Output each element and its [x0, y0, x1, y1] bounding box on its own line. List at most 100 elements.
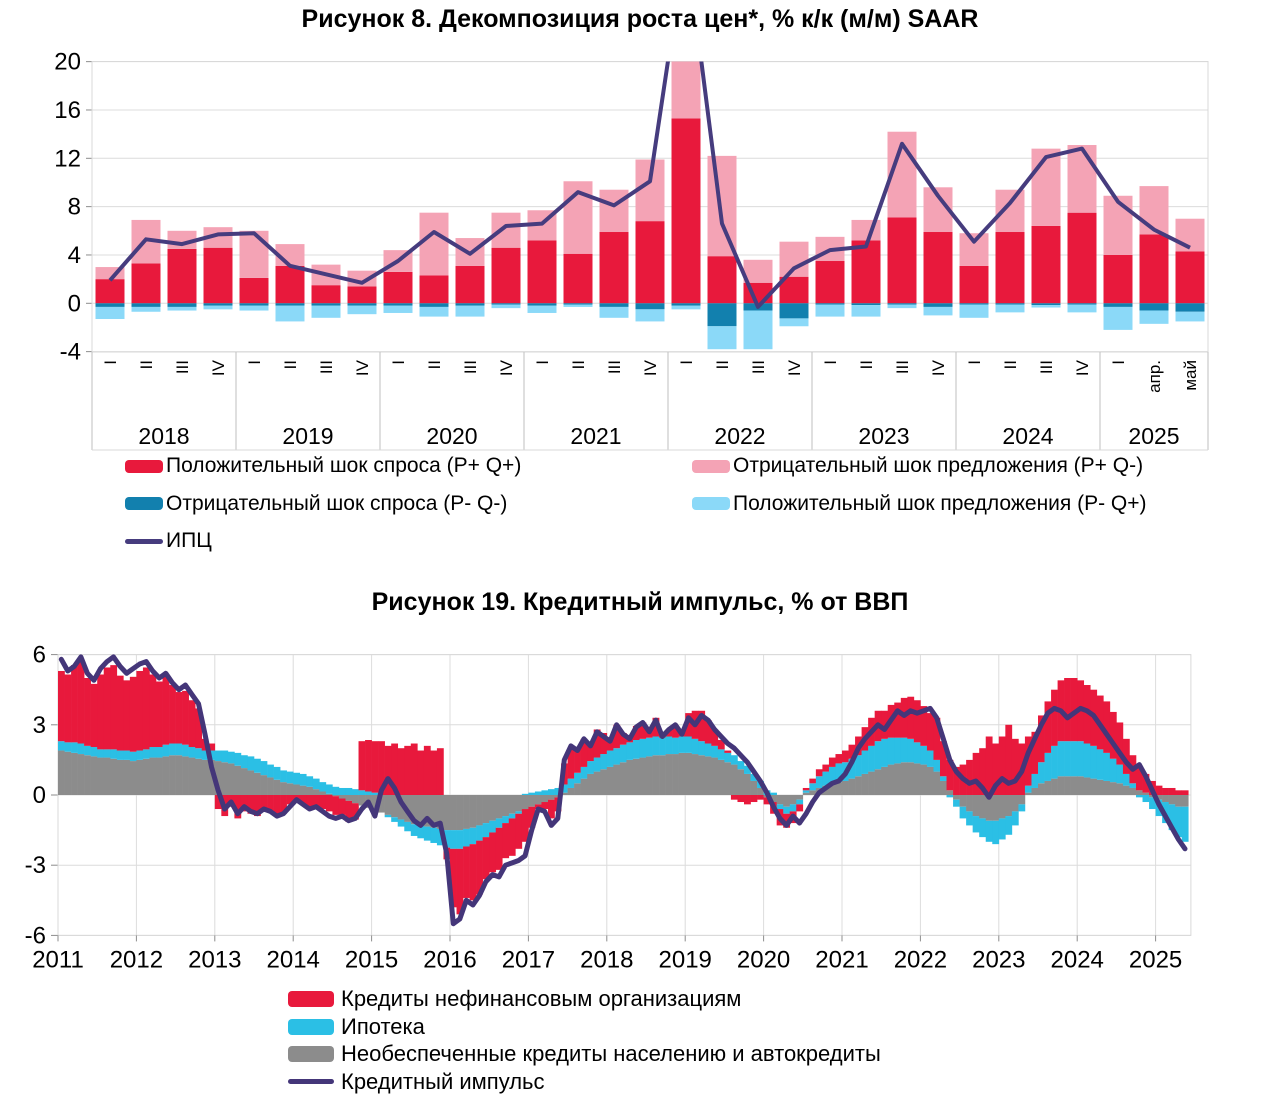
- svg-text:III: III: [173, 360, 192, 374]
- svg-text:2022: 2022: [894, 946, 947, 973]
- svg-text:6: 6: [33, 642, 46, 669]
- svg-text:II: II: [1001, 360, 1020, 369]
- svg-text:2011: 2011: [32, 946, 84, 973]
- svg-text:I: I: [965, 360, 984, 365]
- svg-text:II: II: [425, 360, 444, 369]
- svg-text:II: II: [137, 360, 156, 369]
- svg-text:2022: 2022: [714, 423, 765, 449]
- svg-text:2024: 2024: [1051, 946, 1104, 973]
- svg-text:II: II: [569, 360, 588, 369]
- legend-label: Положительный шок предложения (P- Q+): [733, 491, 1147, 515]
- svg-text:16: 16: [54, 97, 81, 124]
- figure19-title: Рисунок 19. Кредитный импульс, % от ВВП: [371, 588, 909, 616]
- svg-text:2023: 2023: [972, 946, 1025, 973]
- svg-text:2025: 2025: [1129, 946, 1182, 973]
- legend-label: Ипотека: [341, 1013, 425, 1039]
- svg-text:0: 0: [68, 290, 81, 317]
- legend-item: Положительный шок спроса (P+ Q+): [125, 452, 521, 480]
- svg-text:IV: IV: [353, 359, 372, 376]
- svg-text:III: III: [1037, 360, 1056, 374]
- svg-text:2023: 2023: [858, 423, 909, 449]
- legend-item: Отрицательный шок спроса (P- Q-): [125, 490, 507, 518]
- svg-text:8: 8: [68, 194, 81, 221]
- legend-label: Кредиты нефинансовым организациям: [341, 986, 742, 1011]
- svg-text:2021: 2021: [570, 423, 621, 449]
- svg-text:2024: 2024: [1002, 423, 1053, 449]
- svg-text:I: I: [389, 360, 408, 365]
- svg-text:-6: -6: [25, 922, 46, 949]
- svg-text:20: 20: [54, 49, 81, 76]
- svg-text:III: III: [749, 360, 768, 374]
- svg-text:I: I: [821, 360, 840, 365]
- svg-text:III: III: [461, 360, 480, 374]
- svg-text:IV: IV: [209, 359, 228, 376]
- legend-item: ИПЦ: [125, 527, 212, 555]
- svg-text:0: 0: [33, 782, 46, 809]
- svg-text:2020: 2020: [737, 946, 790, 973]
- svg-text:I: I: [533, 360, 552, 365]
- svg-text:IV: IV: [929, 359, 948, 376]
- legend-line-swatch: [125, 538, 163, 544]
- svg-text:2014: 2014: [267, 946, 320, 973]
- legend-label: Положительный шок спроса (P+ Q+): [166, 454, 522, 477]
- svg-text:-4: -4: [60, 339, 81, 366]
- legend-color-swatch: [692, 497, 730, 510]
- legend-label: Необеспеченные кредиты населению и авток…: [341, 1041, 881, 1066]
- legend-item: Кредитный импульс: [288, 1068, 545, 1096]
- svg-text:2012: 2012: [110, 946, 163, 973]
- svg-text:2025: 2025: [1128, 423, 1179, 449]
- legend-item: Положительный шок предложения (P- Q+): [692, 490, 1147, 518]
- svg-text:III: III: [317, 360, 336, 374]
- svg-text:I: I: [677, 360, 696, 365]
- cpi-line: [108, 61, 1191, 309]
- figure19-bars-layer: [58, 661, 1189, 915]
- svg-text:3: 3: [33, 712, 46, 739]
- legend-color-swatch: [125, 497, 163, 510]
- svg-text:IV: IV: [785, 359, 804, 376]
- svg-text:IV: IV: [1073, 359, 1092, 376]
- svg-text:2015: 2015: [345, 946, 398, 973]
- svg-text:апр.: апр.: [1145, 360, 1164, 393]
- svg-text:2021: 2021: [815, 946, 868, 973]
- svg-text:II: II: [713, 360, 732, 369]
- figure8-bars-layer: [95, 61, 1205, 350]
- svg-text:I: I: [245, 360, 264, 365]
- svg-text:I: I: [1109, 360, 1128, 365]
- svg-text:IV: IV: [641, 359, 660, 376]
- legend-item: Ипотека: [288, 1013, 425, 1041]
- legend-color-swatch: [692, 459, 730, 473]
- svg-text:2017: 2017: [502, 946, 555, 973]
- svg-text:III: III: [605, 360, 624, 374]
- svg-text:2019: 2019: [659, 946, 712, 973]
- svg-text:III: III: [893, 360, 912, 374]
- legend-label: Кредитный импульс: [341, 1068, 545, 1094]
- legend-color-swatch: [288, 991, 334, 1007]
- svg-text:II: II: [857, 360, 876, 369]
- credit-impulse-line: [58, 654, 1188, 927]
- legend-label: ИПЦ: [166, 529, 212, 552]
- legend-label: Отрицательный шок спроса (P- Q-): [166, 491, 508, 515]
- svg-text:2016: 2016: [423, 946, 476, 973]
- svg-text:май: май: [1181, 360, 1200, 391]
- svg-text:12: 12: [54, 145, 81, 172]
- legend-color-swatch: [288, 1046, 334, 1062]
- svg-text:2013: 2013: [188, 946, 241, 973]
- svg-text:-3: -3: [25, 852, 46, 879]
- svg-text:2019: 2019: [282, 423, 333, 449]
- svg-text:I: I: [101, 360, 120, 365]
- legend-color-swatch: [125, 459, 163, 473]
- legend-item: Необеспеченные кредиты населению и авток…: [288, 1040, 881, 1068]
- legend-item: Отрицательный шок предложения (P+ Q-): [692, 452, 1143, 480]
- legend-label: Отрицательный шок предложения (P+ Q-): [733, 454, 1144, 477]
- svg-text:2018: 2018: [138, 423, 189, 449]
- legend-line-swatch: [288, 1079, 334, 1084]
- svg-text:2020: 2020: [426, 423, 477, 449]
- legend-item: Кредиты нефинансовым организациям: [288, 985, 741, 1013]
- svg-text:2018: 2018: [580, 946, 633, 973]
- figure8-title: Рисунок 8. Декомпозиция роста цен*, % к/…: [301, 5, 979, 33]
- legend-color-swatch: [288, 1018, 334, 1035]
- svg-text:4: 4: [68, 242, 81, 269]
- svg-text:II: II: [281, 360, 300, 369]
